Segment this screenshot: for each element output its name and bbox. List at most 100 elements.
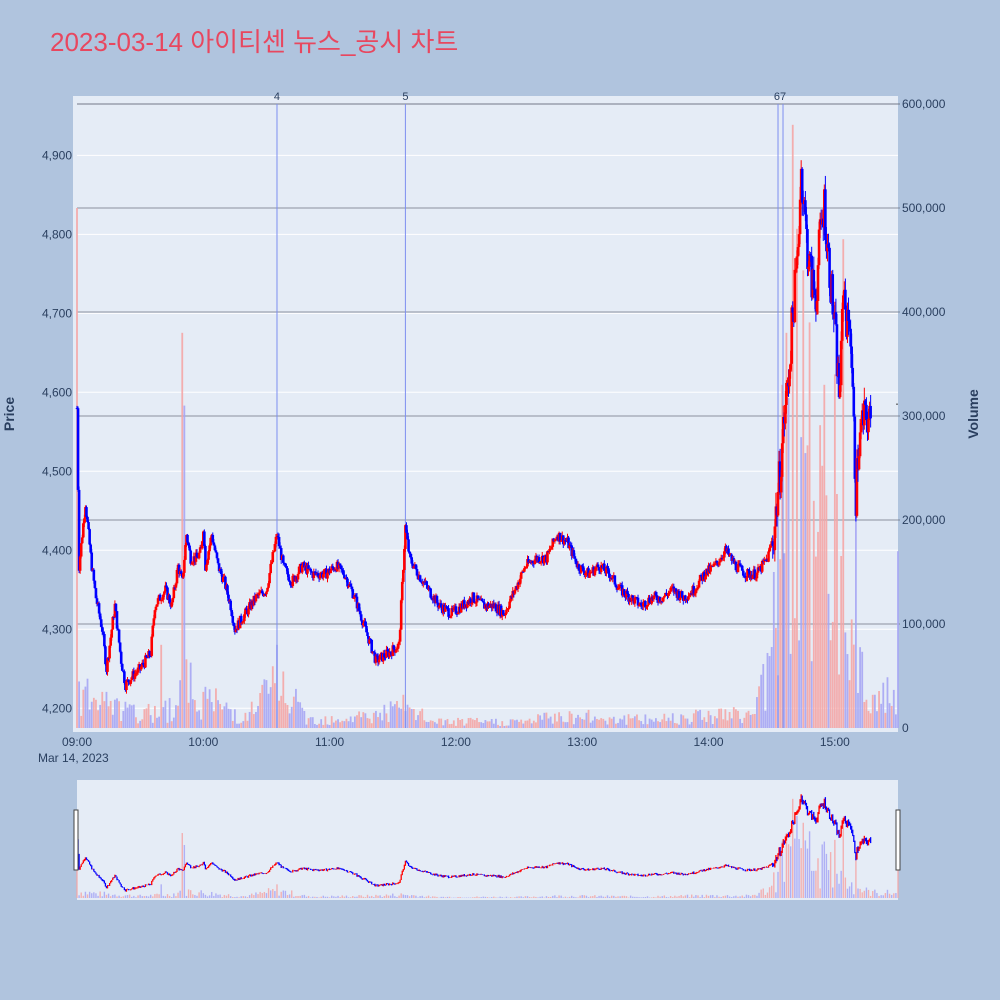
volume-bar <box>888 703 891 728</box>
slider-volume-bar <box>651 897 653 898</box>
candle-body <box>297 566 301 574</box>
volume-bar <box>490 719 493 728</box>
slider-volume-bar <box>560 895 562 898</box>
candle-body <box>474 602 478 604</box>
slider-volume-bar <box>82 895 85 898</box>
volume-bar <box>465 723 468 728</box>
slider-volume-bar <box>680 895 682 898</box>
candle-body <box>216 558 220 564</box>
slider-volume-bar <box>93 892 95 898</box>
candle-body <box>818 219 822 230</box>
volume-bar <box>655 718 657 728</box>
slider-handle-right[interactable] <box>895 809 901 871</box>
slider-volume-bar <box>495 897 497 898</box>
slider-volume-bar <box>183 844 186 898</box>
candle-body <box>741 570 745 576</box>
volume-bar <box>665 721 668 728</box>
volume-bar <box>747 710 750 728</box>
volume-bar <box>815 556 817 728</box>
volume-bar <box>337 719 339 728</box>
candle-body <box>212 542 216 546</box>
slider-volume-bar <box>880 895 882 898</box>
candle-body <box>89 544 92 553</box>
candle-body <box>394 650 398 653</box>
volume-bar <box>802 270 805 728</box>
candle-body <box>704 576 707 580</box>
volume-bar <box>684 718 687 728</box>
volume-bar <box>846 654 849 728</box>
volume-bar <box>642 724 645 728</box>
volume-bar <box>181 332 184 728</box>
volume-bar <box>335 720 337 728</box>
candle-body <box>177 564 181 574</box>
candle-body <box>87 522 90 530</box>
candle-body <box>307 565 310 569</box>
slider-volume-bar <box>796 815 798 898</box>
range-slider[interactable] <box>73 794 901 898</box>
candle-body <box>680 591 684 598</box>
volume-bar <box>532 720 535 728</box>
range-slider-bg[interactable] <box>77 780 898 900</box>
slider-volume-bar <box>221 897 223 898</box>
volume-bar <box>604 720 607 728</box>
y-axis-title: Price <box>1 397 17 431</box>
volume-bar <box>570 713 573 728</box>
candle-body <box>734 561 738 571</box>
volume-bar <box>873 694 876 728</box>
volume-bar <box>549 716 552 728</box>
volume-bar <box>111 714 114 728</box>
y2-axis-title: Volume <box>965 389 981 439</box>
candle-body <box>456 613 460 615</box>
volume-bar <box>800 437 803 728</box>
volume-bar <box>705 722 708 728</box>
candle-body <box>730 554 733 561</box>
candle-body <box>506 609 509 611</box>
candle-body <box>625 590 628 598</box>
volume-bar <box>726 720 729 728</box>
volume-bar <box>141 719 144 728</box>
volume-bar <box>575 717 577 728</box>
candle-body <box>809 253 812 256</box>
slider-volume-bar <box>194 895 196 898</box>
volume-bar <box>153 705 156 728</box>
candle-body <box>516 582 520 589</box>
candle-body <box>463 600 466 608</box>
volume-bar <box>880 703 883 728</box>
volume-bar <box>676 723 678 728</box>
volume-bar <box>551 723 554 728</box>
volume-bar <box>351 722 354 728</box>
volume-bar <box>429 720 432 728</box>
candle-body <box>78 556 82 571</box>
slider-volume-bar <box>320 896 322 898</box>
volume-bar <box>400 708 403 728</box>
slider-volume-bar <box>884 893 887 898</box>
slider-volume-bar <box>853 894 855 898</box>
volume-bar <box>231 720 234 728</box>
candle-body <box>346 578 349 587</box>
slider-volume-bar <box>758 892 760 898</box>
volume-bar <box>850 619 853 728</box>
volume-bar <box>857 692 859 728</box>
slider-volume-bar <box>810 870 813 898</box>
slider-volume-bar <box>442 896 444 898</box>
slider-volume-bar <box>358 895 360 898</box>
candle-body <box>853 416 857 479</box>
candle-body <box>284 563 287 567</box>
slider-volume-bar <box>347 897 350 898</box>
news-marker-label: 4 <box>274 91 280 103</box>
volume-bar <box>756 697 758 728</box>
volume-bar <box>90 701 93 728</box>
candle-body <box>636 597 640 606</box>
volume-bar <box>290 706 293 728</box>
slider-volume-bar <box>571 895 573 898</box>
candle-body <box>270 562 274 564</box>
volume-bar <box>398 707 400 728</box>
candle-body <box>712 563 716 567</box>
volume-bar <box>271 666 274 728</box>
slider-handle-left[interactable] <box>73 809 79 871</box>
candle-body <box>790 307 793 364</box>
slider-volume-bar <box>328 897 331 898</box>
slider-volume-bar <box>606 895 609 898</box>
volume-bar <box>520 719 523 728</box>
slider-volume-bar <box>171 897 173 898</box>
